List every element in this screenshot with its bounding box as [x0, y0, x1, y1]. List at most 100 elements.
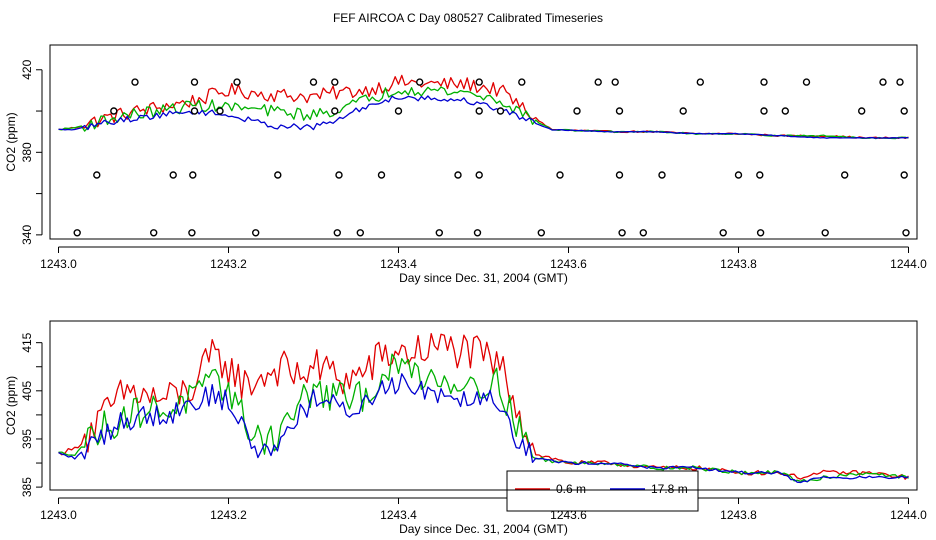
- y-tick-label: 385: [20, 477, 34, 497]
- calibration-marker: [274, 171, 282, 179]
- calibration-marker: [781, 107, 789, 115]
- calibration-marker: [475, 171, 483, 179]
- calibration-marker: [594, 78, 602, 86]
- legend: 0.6 m 17.8 m: [506, 470, 699, 512]
- top-x-axis: 1243.0 1243.2 1243.4 1243.6 1243.8 1244.0: [40, 246, 927, 271]
- bottom-y-axis: 385 395 405 415: [20, 332, 43, 497]
- calibration-marker: [169, 171, 177, 179]
- calibration-marker: [900, 107, 908, 115]
- calibration-marker: [333, 229, 341, 237]
- legend-label-0: 0.6 m: [556, 482, 586, 496]
- calibration-marker: [879, 78, 887, 86]
- bottom-plot-frame: [49, 320, 918, 491]
- calibration-marker: [149, 229, 158, 237]
- calibration-marker: [556, 171, 564, 179]
- calibration-marker: [902, 229, 910, 237]
- y-tick-label: 405: [20, 380, 34, 400]
- calibration-marker: [802, 78, 811, 86]
- bottom-plot-area: [58, 332, 909, 484]
- top-plot-area: [58, 74, 910, 237]
- x-tick-label: 1243.8: [720, 257, 757, 271]
- x-tick-label: 1243.6: [550, 257, 587, 271]
- calibration-marker: [618, 229, 626, 237]
- x-tick-label: 1244.0: [890, 508, 927, 522]
- calibration-marker: [93, 171, 101, 179]
- calibration-marker: [331, 78, 339, 86]
- calibration-marker: [454, 171, 462, 179]
- y-tick-label: 395: [20, 429, 34, 449]
- calibration-marker: [518, 78, 526, 86]
- calibration-marker: [611, 78, 619, 86]
- calibration-marker: [896, 78, 904, 86]
- x-tick-label: 1243.2: [210, 508, 247, 522]
- x-tick-label: 1243.4: [380, 508, 417, 522]
- calibration-marker: [190, 78, 199, 86]
- series-line-red: [58, 332, 909, 480]
- calibration-marker: [760, 107, 768, 115]
- calibration-marker: [416, 78, 424, 86]
- bottom-x-axis-label: Day since Dec. 31, 2004 (GMT): [399, 522, 568, 536]
- calibration-marker: [251, 229, 260, 237]
- x-tick-label: 1243.0: [40, 257, 77, 271]
- calibration-marker: [821, 229, 829, 237]
- top-x-axis-label: Day since Dec. 31, 2004 (GMT): [399, 271, 568, 285]
- calibration-marker: [756, 171, 764, 179]
- calibration-marker: [190, 107, 199, 115]
- calibration-marker: [335, 171, 343, 179]
- calibration-marker: [394, 107, 403, 115]
- calibration-marker: [233, 78, 241, 86]
- x-tick-label: 1243.0: [40, 508, 77, 522]
- calibration-marker: [356, 229, 364, 237]
- calibration-marker: [475, 107, 483, 115]
- bottom-x-axis: 1243.0 1243.2 1243.4 1243.6 1243.8 1244.0: [40, 497, 927, 522]
- calibration-marker: [188, 229, 196, 237]
- top-y-axis: 340 380 420: [20, 59, 43, 245]
- calibration-marker: [73, 229, 81, 237]
- calibration-marker: [475, 78, 483, 86]
- calibration-marker: [900, 171, 908, 179]
- x-tick-label: 1243.2: [210, 257, 247, 271]
- calibration-marker: [756, 229, 765, 237]
- calibration-marker: [696, 78, 704, 86]
- calibration-marker: [573, 107, 581, 115]
- calibration-marker: [377, 171, 386, 179]
- calibration-marker: [435, 229, 443, 237]
- series-line-green: [58, 353, 909, 483]
- top-panel: 340 380 420 1243.0 1243.2 1243.4 1243.6 1243.8…: [4, 44, 927, 285]
- calibration-marker: [760, 78, 768, 86]
- series-line-blue: [58, 373, 909, 484]
- calibration-marker: [858, 107, 866, 115]
- x-tick-label: 1244.0: [890, 257, 927, 271]
- calibration-marker: [679, 107, 687, 115]
- figure-title: FEF AIRCOA C Day 080527 Calibrated Times…: [333, 11, 603, 25]
- calibration-marker: [216, 107, 224, 115]
- calibration-marker: [473, 229, 482, 237]
- calibration-marker: [331, 107, 339, 115]
- y-tick-label: 380: [20, 142, 34, 162]
- bottom-y-axis-label: CO2 (ppm): [4, 376, 18, 435]
- x-tick-label: 1243.8: [720, 508, 757, 522]
- y-tick-label: 340: [20, 225, 34, 245]
- calibration-marker: [639, 229, 647, 237]
- calibration-marker: [841, 171, 849, 179]
- series-line-blue: [58, 95, 909, 139]
- calibration-marker: [496, 107, 505, 115]
- calibration-marker: [734, 171, 743, 179]
- y-tick-label: 415: [20, 332, 34, 352]
- series-line-red: [58, 74, 909, 140]
- y-tick-label: 420: [20, 59, 34, 79]
- legend-box: [506, 470, 699, 512]
- top-plot-frame: [49, 44, 918, 240]
- calibration-marker: [719, 229, 727, 237]
- calibration-marker: [537, 229, 545, 237]
- calibration-marker: [131, 78, 139, 86]
- calibration-marker: [615, 107, 624, 115]
- calibration-marker: [189, 171, 197, 179]
- x-tick-label: 1243.4: [380, 257, 417, 271]
- calibration-marker: [110, 107, 118, 115]
- top-y-axis-label: CO2 (ppm): [4, 112, 18, 171]
- calibration-marker: [615, 171, 624, 179]
- calibration-marker: [658, 171, 666, 179]
